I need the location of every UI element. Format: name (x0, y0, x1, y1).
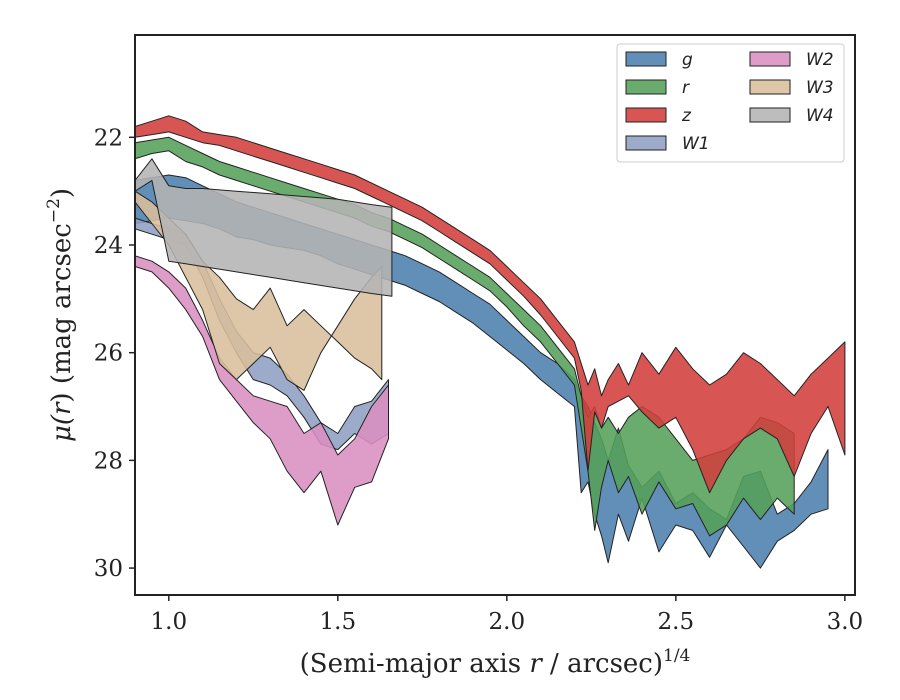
x-tick-label: 2.0 (489, 609, 526, 635)
y-tick-label: 30 (94, 556, 123, 582)
y-tick-label: 22 (94, 125, 123, 151)
legend-label-w4: W4 (806, 106, 834, 126)
legend-label-r: r (682, 78, 690, 98)
band-w2 (135, 255, 389, 526)
legend-label-g: g (682, 50, 693, 70)
x-tick-label: 3.0 (827, 609, 864, 635)
legend-label-w1: W1 (682, 134, 710, 154)
legend-swatch-w1 (625, 135, 667, 151)
y-tick-label: 28 (94, 448, 123, 474)
legend-swatch-g (625, 51, 667, 67)
y-axis-title: μ(r) (mag arcsec−2) (44, 188, 77, 442)
x-axis-title: (Semi-major axis r / arcsec)1/4 (300, 646, 691, 679)
x-tick-label: 1.0 (151, 609, 188, 635)
plot-frame (134, 34, 856, 596)
legend-label-w3: W3 (806, 78, 834, 98)
tick-layer: 1.0 1.5 2.0 2.5 3.0 22 24 26 28 30 (94, 125, 863, 635)
legend: grz W1 W2 W3 W4 (616, 43, 845, 163)
legend-entries: grz W1 W2 W3 W4 (625, 50, 834, 154)
legend-label-w2: W2 (806, 50, 834, 70)
y-tick-label: 24 (94, 233, 123, 259)
legend-swatch-r (625, 79, 667, 95)
legend-frame (616, 43, 845, 163)
legend-swatch-w3 (749, 79, 791, 95)
band-layer (135, 115, 846, 569)
legend-swatch-w4 (749, 107, 791, 123)
band-w4 (135, 158, 393, 297)
legend-label-z: z (681, 106, 692, 126)
legend-swatch-w2 (749, 51, 791, 67)
x-tick-label: 1.5 (320, 609, 357, 635)
legend-swatch-z (625, 107, 667, 123)
x-tick-label: 2.5 (658, 609, 695, 635)
band-z (135, 115, 846, 494)
y-tick-label: 26 (94, 341, 123, 367)
